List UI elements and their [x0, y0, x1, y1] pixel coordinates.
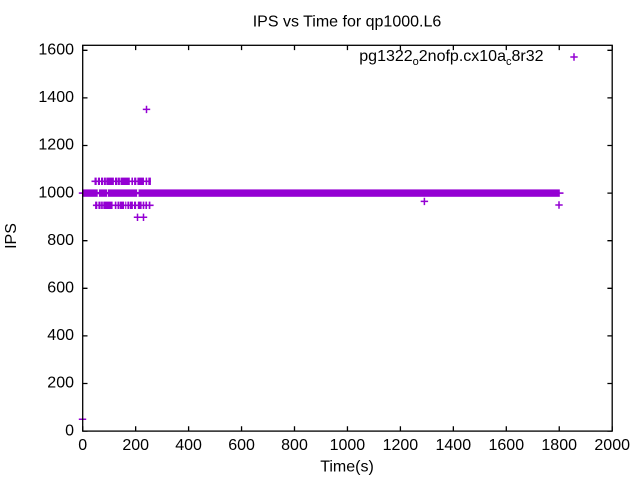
svg-text:800: 800: [47, 232, 74, 249]
svg-text:1600: 1600: [489, 437, 525, 454]
svg-text:200: 200: [122, 437, 149, 454]
svg-text:2000: 2000: [594, 437, 630, 454]
svg-text:400: 400: [175, 437, 202, 454]
svg-text:1400: 1400: [38, 89, 74, 106]
svg-text:1800: 1800: [541, 437, 577, 454]
svg-text:1200: 1200: [383, 437, 419, 454]
svg-text:0: 0: [78, 437, 87, 454]
svg-text:Time(s): Time(s): [320, 459, 374, 476]
svg-text:0: 0: [65, 422, 74, 439]
svg-text:600: 600: [228, 437, 255, 454]
svg-text:200: 200: [47, 375, 74, 392]
svg-text:1400: 1400: [436, 437, 472, 454]
svg-text:IPS vs Time for qp1000.L6: IPS vs Time for qp1000.L6: [253, 14, 442, 31]
svg-text:800: 800: [281, 437, 308, 454]
svg-text:pg1322o2nofp.cx10ac8r32: pg1322o2nofp.cx10ac8r32: [359, 48, 543, 68]
svg-text:1000: 1000: [38, 184, 74, 201]
svg-text:400: 400: [47, 327, 74, 344]
svg-text:1200: 1200: [38, 137, 74, 154]
svg-text:1600: 1600: [38, 42, 74, 59]
svg-text:600: 600: [47, 280, 74, 297]
svg-text:IPS: IPS: [3, 223, 20, 249]
svg-text:1000: 1000: [330, 437, 366, 454]
